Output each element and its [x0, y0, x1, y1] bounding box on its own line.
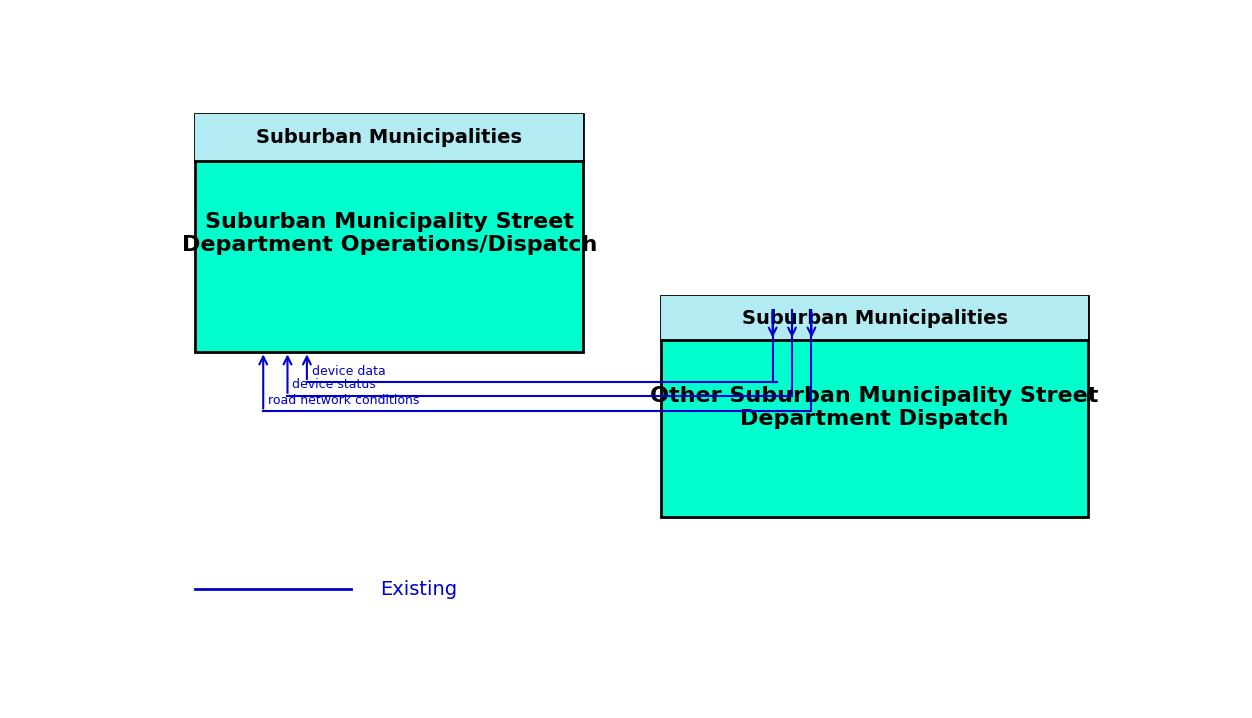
Bar: [661, 297, 1088, 340]
Text: road network conditions: road network conditions: [268, 393, 419, 407]
Text: device status: device status: [292, 378, 376, 391]
Text: Suburban Municipalities: Suburban Municipalities: [741, 309, 1008, 328]
Text: Existing: Existing: [379, 579, 457, 599]
Text: Other Suburban Municipality Street
Department Dispatch: Other Suburban Municipality Street Depar…: [650, 386, 1099, 429]
Text: device data: device data: [312, 365, 386, 378]
Bar: [661, 297, 1088, 518]
Text: Suburban Municipality Street
Department Operations/Dispatch: Suburban Municipality Street Department …: [182, 212, 597, 255]
Bar: [195, 113, 583, 352]
Bar: [195, 114, 583, 162]
Text: Suburban Municipalities: Suburban Municipalities: [257, 128, 522, 147]
